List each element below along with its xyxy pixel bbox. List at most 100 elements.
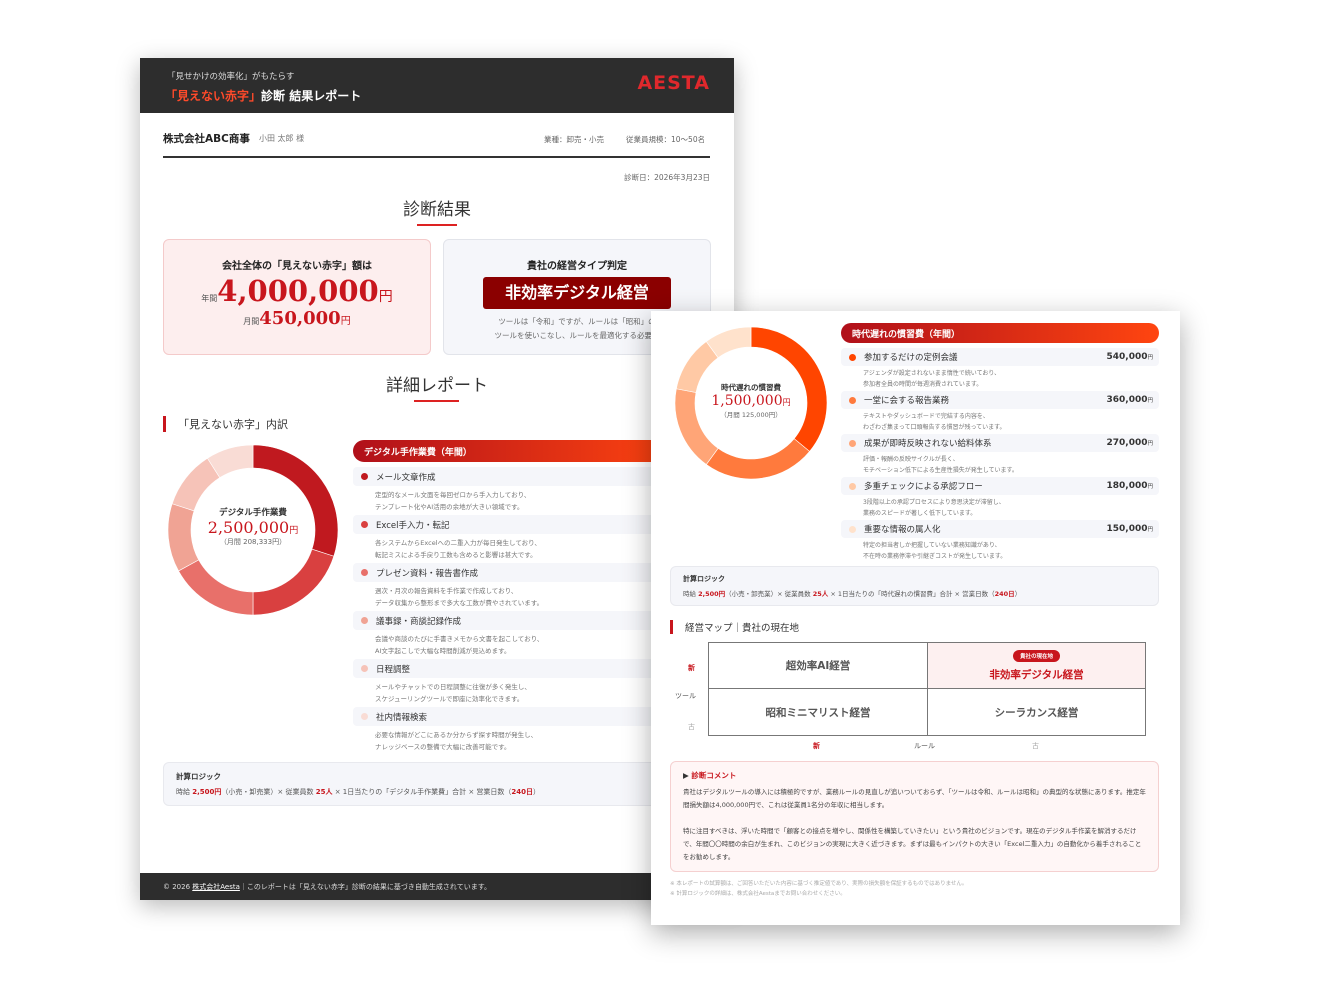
donut-monthly: （月間 125,000円） bbox=[720, 411, 782, 419]
quadrant-coelacanth: シーラカンス経営 bbox=[927, 688, 1146, 736]
desc-line: アジェンダが設定されないまま惰性で続いており、 bbox=[863, 370, 1001, 377]
yen: 円 bbox=[782, 398, 791, 407]
type-desc: ツールは「令和」ですが、ルールは「昭和」の ツールを使いこなし、ルールを最適化する… bbox=[444, 315, 710, 343]
desc-line: 特定の担当者しか把握していない業務知識があり、 bbox=[863, 542, 1001, 549]
list-item: 重要な情報の属人化 150,000円特定の担当者しか把握していない業務知識があり、… bbox=[841, 520, 1159, 563]
triangle-icon: ▶ bbox=[683, 771, 692, 780]
item-amount: 360,000円 bbox=[1106, 395, 1153, 405]
desc-line: 会議や商談のたびに手書きメモから文書を起こしており、 bbox=[375, 635, 544, 643]
desc-line: わざわざ集まって口頭報告する慣習が残っています。 bbox=[863, 424, 1006, 431]
desc-line: 評価・報酬の反映サイクルが長く、 bbox=[863, 456, 959, 463]
heading-underline bbox=[414, 400, 459, 402]
item-title-row: 日程調整 bbox=[353, 659, 683, 678]
donut-total: 2,500,000 bbox=[207, 518, 290, 537]
item-title: 成果が即時反映されない給料体系 bbox=[864, 439, 992, 449]
bullet-dot-icon bbox=[849, 396, 856, 404]
amount-value: 540,000 bbox=[1106, 352, 1148, 362]
hourly-wage: 2,500円 bbox=[192, 788, 222, 796]
annual-loss: 年間4,000,000円 bbox=[164, 274, 430, 308]
item-description: 定型的なメール文面を毎回ゼロから手入力しており、 テンプレート化やAI活用の余地が… bbox=[353, 489, 683, 513]
yen: 円 bbox=[289, 526, 299, 536]
desc-line: メールやチャットでの日程調整に往復が多く発生し、 bbox=[375, 683, 531, 691]
y-axis-old: 古 bbox=[688, 723, 695, 731]
desc-line: 不在時の業務停滞や引継ぎコストが発生しています。 bbox=[863, 553, 1007, 560]
note: ※ 本レポートの試算額は、ご回答いただいた内容に基づく推定値であり、実際の損失額… bbox=[670, 881, 968, 887]
item-title: メール文章作成 bbox=[376, 472, 436, 483]
comment-paragraph-1: 貴社はデジタルツールの導入には積極的ですが、業務ルールの見直しが追いついておらず… bbox=[683, 788, 1146, 809]
management-type-badge: 非効率デジタル経営 bbox=[483, 277, 671, 309]
company-name: 株式会社ABC商事 bbox=[163, 133, 250, 145]
item-title-row: Excel手入力・転記 bbox=[353, 515, 683, 534]
map-heading: 経営マップ｜貴社の現在地 bbox=[670, 620, 799, 634]
custom-cost-donut-chart bbox=[675, 327, 827, 479]
breakdown-heading: 「見えない赤字」内訳 bbox=[163, 416, 288, 432]
desc-line: 3段階以上の承認プロセスにより意思決定が滞留し、 bbox=[863, 499, 1005, 506]
item-description: 会議や商談のたびに手書きメモから文書を起こしており、 AI文字起こしで大幅な時間削… bbox=[353, 633, 683, 657]
aesta-logo: AESTA bbox=[637, 72, 710, 94]
bullet-dot-icon bbox=[849, 482, 856, 490]
calc-formula: 時給 2,500円（小売・卸売業）× 従業員数 25人 × 1日当たりの「時代遅… bbox=[683, 588, 1146, 598]
list-item: 多重チェックによる承認フロー 180,000円 3段階以上の承認プロセスにより意思決… bbox=[841, 477, 1159, 520]
desc-line: 業務のスピードが著しく低下しています。 bbox=[863, 510, 977, 517]
title-highlight: 「見えない赤字」 bbox=[165, 89, 262, 103]
custom-cost-list: 参加するだけの定例会議 540,000円 アジェンダが設定されないまま惰性で続いてお… bbox=[841, 348, 1159, 563]
item-title-row: 多重チェックによる承認フロー 180,000円 bbox=[841, 477, 1159, 495]
donut-slice-2 bbox=[705, 438, 810, 479]
annual-value: 4,000,000 bbox=[217, 274, 379, 308]
item-description: テキストやダッシュボードで完結する内容を、わざわざ集まって口頭報告する慣習が残っ… bbox=[841, 411, 1159, 433]
amount-value: 360,000 bbox=[1106, 395, 1148, 405]
donut-slice-2 bbox=[252, 548, 335, 615]
item-title-row: 社内情報検索 bbox=[353, 707, 683, 726]
calc-logic-box: 計算ロジック 時給 2,500円（小売・卸売業）× 従業員数 25人 × 1日当… bbox=[163, 762, 683, 806]
bullet-dot-icon bbox=[361, 617, 368, 624]
note: ※ 計算ロジックの詳細は、株式会社Aestaまでお問い合わせください。 bbox=[670, 891, 846, 897]
desc-line: 週次・月次の報告資料を手作業で作成しており、 bbox=[375, 587, 518, 595]
desc-line: 参加者全員の時間が毎週消費されています。 bbox=[863, 381, 983, 388]
desc-line: テキストやダッシュボードで完結する内容を、 bbox=[863, 413, 989, 420]
yen: 円 bbox=[1147, 441, 1153, 447]
diagnosis-date: 診断日：2026年3月23日 bbox=[624, 173, 710, 182]
list-item: 議事録・商談記録作成 会議や商談のたびに手書きメモから文書を起こしており、 AI文字… bbox=[353, 611, 683, 659]
yen: 円 bbox=[1147, 484, 1153, 490]
item-description: アジェンダが設定されないまま惰性で続いており、 参加者全員の時間が毎週消費されてい… bbox=[841, 368, 1159, 390]
donut-slice-6 bbox=[207, 445, 254, 479]
comment-title: ▶ 診断コメント bbox=[683, 770, 1146, 781]
bullet-dot-icon bbox=[849, 439, 856, 447]
donut-monthly: （月間 208,333円） bbox=[219, 538, 287, 546]
desc-line: データ収集から整形まで多大な工数が費やされています。 bbox=[375, 599, 544, 607]
list-item: 成果が即時反映されない給料体系 270,000円評価・報酬の反映サイクルが長く、モ… bbox=[841, 434, 1159, 477]
digital-cost-list: メール文章作成定型的なメール文面を毎回ゼロから手入力しており、 テンプレート化やA… bbox=[353, 467, 683, 755]
report-page-2: 時代遅れの慣習費 1,500,000円 （月間 125,000円） 時代遅れの慣… bbox=[651, 311, 1180, 925]
footer: © 2026 株式会社Aesta｜このレポートは「見えない赤字」診断の結果に基づ… bbox=[140, 873, 734, 900]
monthly-value: 450,000 bbox=[259, 308, 341, 329]
employee-size: 従業員規模：10〜50名 bbox=[626, 135, 706, 144]
type-card: 貴社の経営タイプ判定 非効率デジタル経営 ツールは「令和」ですが、ルールは「昭和… bbox=[443, 239, 711, 355]
x-axis-old: 古 bbox=[1032, 742, 1039, 750]
notes: ※ 本レポートの試算額は、ご回答いただいた内容に基づく推定値であり、実際の損失額… bbox=[670, 879, 967, 899]
list-item: メール文章作成定型的なメール文面を毎回ゼロから手入力しており、 テンプレート化やA… bbox=[353, 467, 683, 515]
t: × 1日当たりの「時代遅れの慣習費」合計 × 営業日数（ bbox=[828, 590, 995, 598]
bullet-dot-icon bbox=[849, 353, 856, 361]
item-title: 重要な情報の属人化 bbox=[864, 525, 941, 535]
item-title: 日程調整 bbox=[376, 664, 411, 675]
employee-count: 25人 bbox=[315, 788, 333, 796]
yen: 円 bbox=[1147, 527, 1153, 533]
annual-label: 年間 bbox=[201, 294, 218, 303]
item-title-row: メール文章作成 bbox=[353, 467, 683, 486]
donut-center-label: デジタル手作業費 2,500,000円 （月間 208,333円） bbox=[168, 506, 338, 547]
calc-title: 計算ロジック bbox=[683, 575, 725, 583]
type-card-title: 貴社の経営タイプ判定 bbox=[527, 261, 627, 272]
t: （小売・卸売業）× 従業員数 bbox=[221, 788, 316, 796]
item-description: 評価・報酬の反映サイクルが長く、 モチベーション低下による生産性損失が発生していま… bbox=[841, 454, 1159, 476]
yen: 円 bbox=[1147, 355, 1153, 361]
hourly-wage: 2,500円 bbox=[698, 590, 726, 598]
aesta-link[interactable]: 株式会社Aesta bbox=[192, 883, 240, 891]
detail-heading: 詳細レポート bbox=[386, 376, 488, 396]
type-desc-2: ツールを使いこなし、ルールを最適化する必要が bbox=[494, 331, 660, 340]
calc-formula: 時給 2,500円（小売・卸売業）× 従業員数 25人 × 1日当たりの「デジタ… bbox=[176, 787, 670, 797]
item-amount: 270,000円 bbox=[1106, 438, 1153, 448]
industry: 業種：卸売・小売 bbox=[544, 135, 604, 144]
amount-value: 150,000 bbox=[1106, 524, 1148, 534]
calc-title: 計算ロジック bbox=[176, 772, 221, 781]
header-subtitle: 「見せかけの効率化」がもたらす bbox=[167, 72, 295, 82]
